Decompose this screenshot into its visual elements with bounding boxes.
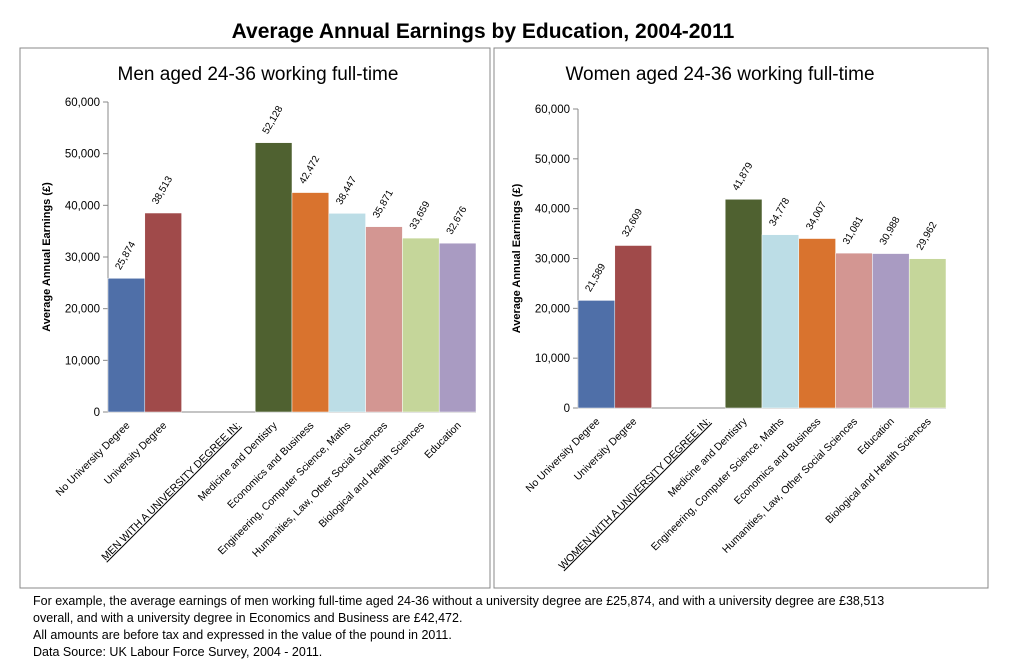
- value-label: 38,513: [150, 174, 175, 206]
- y-tick-label: 60,000: [535, 104, 570, 116]
- bar: [724, 199, 763, 409]
- value-label: 32,676: [445, 204, 470, 236]
- bar: [254, 142, 293, 413]
- y-axis-label: Average Annual Earnings (£): [41, 182, 53, 332]
- value-label: 52,128: [261, 104, 286, 136]
- x-tick-label: Engineering, Computer Science, Maths: [216, 420, 354, 558]
- y-tick-label: 50,000: [65, 149, 100, 161]
- y-tick-label: 20,000: [535, 303, 570, 315]
- value-label: 34,007: [804, 200, 829, 232]
- chart-title: Men aged 24-36 working full-time: [118, 64, 399, 85]
- bar: [761, 234, 800, 409]
- footnote: All amounts are before tax and expressed…: [33, 628, 452, 642]
- bar: [402, 237, 440, 413]
- y-tick-label: 10,000: [65, 355, 100, 367]
- y-axis-label: Average Annual Earnings (£): [511, 183, 523, 333]
- value-label: 21,589: [583, 262, 608, 294]
- x-tick-label: University Degree: [572, 416, 640, 484]
- x-tick-label: Humanities, Law, Other Social Sciences: [720, 416, 860, 556]
- bar: [872, 253, 910, 409]
- bar: [365, 226, 403, 413]
- x-tick-label: Humanities, Law, Other Social Sciences: [250, 420, 390, 560]
- y-tick-label: 50,000: [535, 154, 570, 166]
- bar: [291, 192, 330, 413]
- y-tick-label: 30,000: [65, 252, 100, 264]
- value-label: 41,879: [731, 160, 756, 192]
- y-tick-label: 0: [564, 403, 570, 415]
- bar: [107, 278, 146, 413]
- bar: [835, 252, 873, 409]
- panel-frame: [493, 47, 989, 589]
- footnote: overall, and with a university degree in…: [33, 611, 462, 625]
- value-label: 29,962: [915, 220, 940, 252]
- value-label: 32,609: [620, 207, 645, 239]
- panel-frame: [19, 47, 491, 589]
- value-label: 42,472: [297, 154, 322, 186]
- footnote: For example, the average earnings of men…: [33, 594, 884, 608]
- value-label: 31,081: [841, 214, 866, 246]
- y-tick-label: 10,000: [535, 353, 570, 365]
- bar: [614, 245, 652, 409]
- value-label: 25,874: [113, 239, 138, 271]
- chart-title: Women aged 24-36 working full-time: [565, 64, 874, 85]
- value-label: 30,988: [878, 215, 903, 247]
- bar: [328, 213, 366, 413]
- value-label: 35,871: [371, 188, 396, 220]
- bar: [798, 238, 836, 409]
- x-tick-label: Education: [422, 420, 464, 462]
- y-tick-label: 30,000: [535, 254, 570, 266]
- y-tick-label: 20,000: [65, 304, 100, 316]
- y-tick-label: 60,000: [65, 97, 100, 109]
- footnote: Data Source: UK Labour Force Survey, 200…: [33, 645, 322, 659]
- bar: [908, 258, 947, 409]
- value-label: 33,659: [408, 199, 433, 231]
- main-title: Average Annual Earnings by Education, 20…: [232, 20, 735, 43]
- bar: [577, 300, 616, 409]
- value-label: 38,447: [334, 174, 359, 206]
- bar: [144, 212, 182, 413]
- x-tick-label: University Degree: [102, 420, 170, 488]
- value-label: 34,778: [767, 196, 792, 228]
- y-tick-label: 40,000: [535, 204, 570, 216]
- bar: [438, 242, 477, 413]
- y-tick-label: 40,000: [65, 200, 100, 212]
- x-tick-label: Engineering, Computer Science, Maths: [649, 416, 787, 554]
- y-tick-label: 0: [94, 407, 100, 419]
